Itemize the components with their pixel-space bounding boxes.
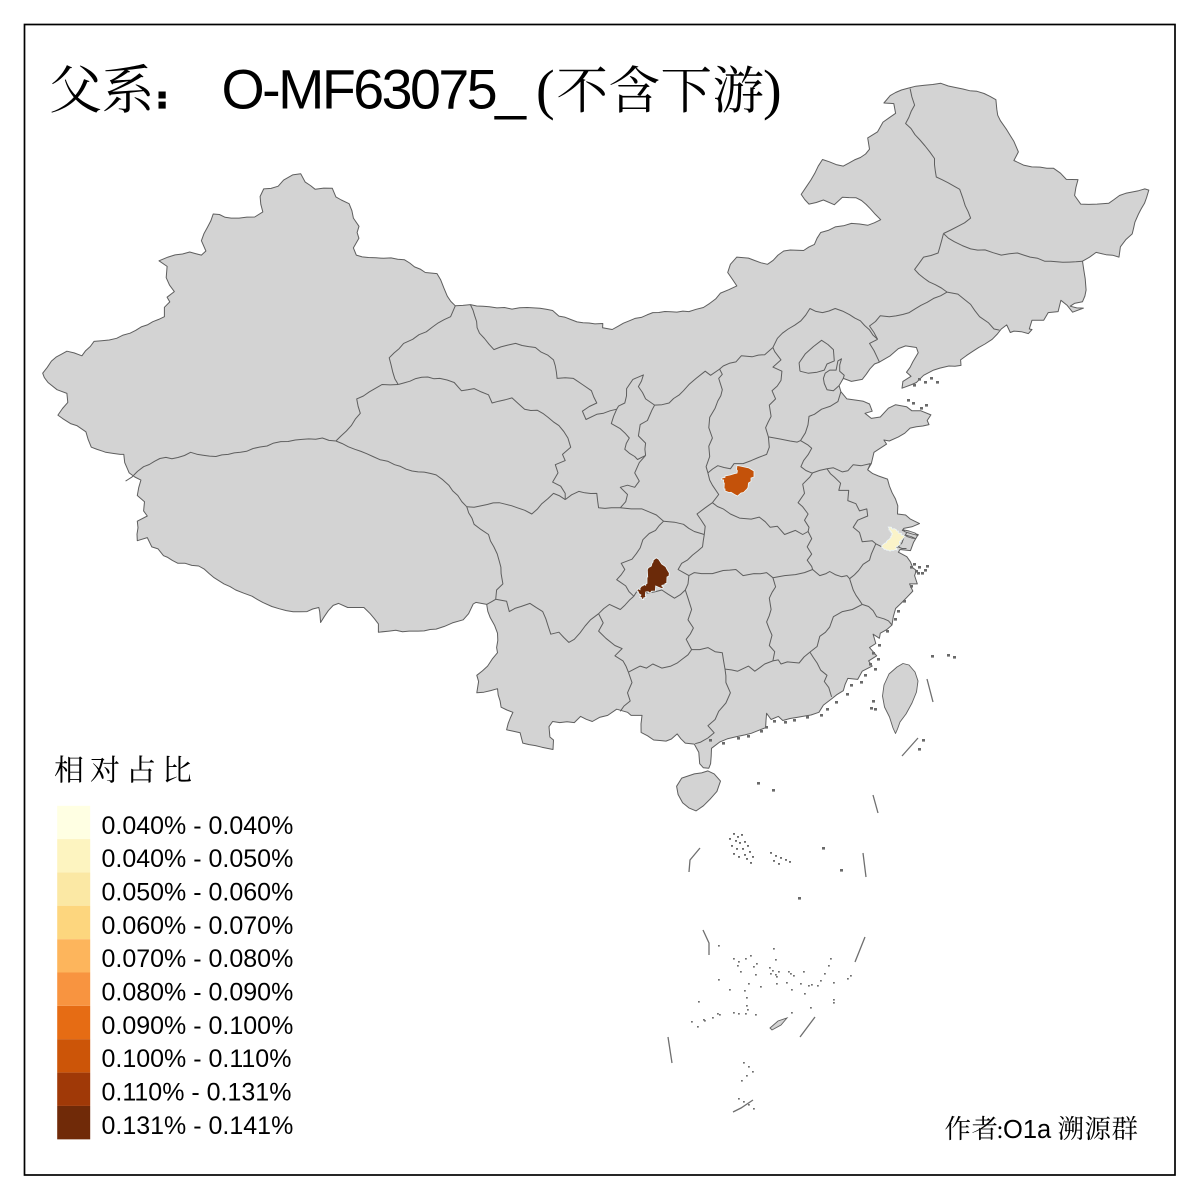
svg-text:): ) bbox=[763, 60, 782, 122]
svg-text:0.040% - 0.040%: 0.040% - 0.040% bbox=[102, 812, 294, 840]
svg-text:0.080% - 0.090%: 0.080% - 0.090% bbox=[102, 979, 294, 1007]
svg-text::: : bbox=[997, 1117, 1004, 1144]
svg-text:0.060% - 0.070%: 0.060% - 0.070% bbox=[102, 912, 294, 940]
svg-text:0.050% - 0.060%: 0.050% - 0.060% bbox=[102, 879, 294, 907]
svg-text:O-MF63075_: O-MF63075_ bbox=[222, 59, 528, 121]
svg-text:0.131% - 0.141%: 0.131% - 0.141% bbox=[102, 1112, 294, 1140]
svg-text:O1a: O1a bbox=[1003, 1116, 1052, 1144]
svg-text:0.090% - 0.100%: 0.090% - 0.100% bbox=[102, 1012, 294, 1040]
svg-text:0.110% - 0.131%: 0.110% - 0.131% bbox=[102, 1079, 292, 1107]
svg-text:0.040% - 0.050%: 0.040% - 0.050% bbox=[102, 845, 294, 873]
svg-text:0.100% - 0.110%: 0.100% - 0.110% bbox=[102, 1045, 292, 1073]
svg-text:(: ( bbox=[536, 60, 555, 122]
svg-text:0.070% - 0.080%: 0.070% - 0.080% bbox=[102, 945, 294, 973]
